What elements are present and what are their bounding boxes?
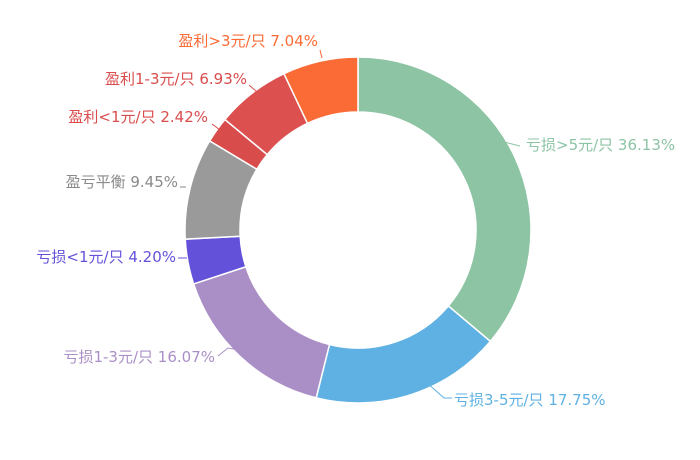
slice-7 xyxy=(282,56,359,125)
leader-line-0 xyxy=(503,141,521,147)
slice-1 xyxy=(315,304,492,404)
slice-label-7: 盈利>3元/只 7.04% xyxy=(178,32,318,50)
slices-group xyxy=(184,56,532,404)
slice-label-2: 亏损1-3元/只 16.07% xyxy=(63,348,215,366)
slice-label-0: 亏损>5元/只 36.13% xyxy=(526,136,675,154)
slice-0 xyxy=(357,56,532,343)
leader-line-6 xyxy=(248,84,258,93)
leader-lines-group xyxy=(178,49,521,399)
leader-line-2 xyxy=(217,347,251,357)
slice-label-1: 亏损3-5元/只 17.75% xyxy=(454,391,606,409)
leader-line-1 xyxy=(425,381,452,399)
slice-label-4: 盈亏平衡 9.45% xyxy=(66,173,178,191)
slice-label-6: 盈利1-3元/只 6.93% xyxy=(105,70,247,88)
slice-label-3: 亏损<1元/只 4.20% xyxy=(36,248,176,266)
slice-2 xyxy=(192,265,331,399)
leader-line-7 xyxy=(319,49,323,59)
slice-label-5: 盈利<1元/只 2.42% xyxy=(68,108,208,126)
labels-group: 亏损>5元/只 36.13% 亏损3-5元/只 17.75% 亏损1-3元/只 16… xyxy=(36,32,675,409)
leader-line-5 xyxy=(211,123,225,134)
